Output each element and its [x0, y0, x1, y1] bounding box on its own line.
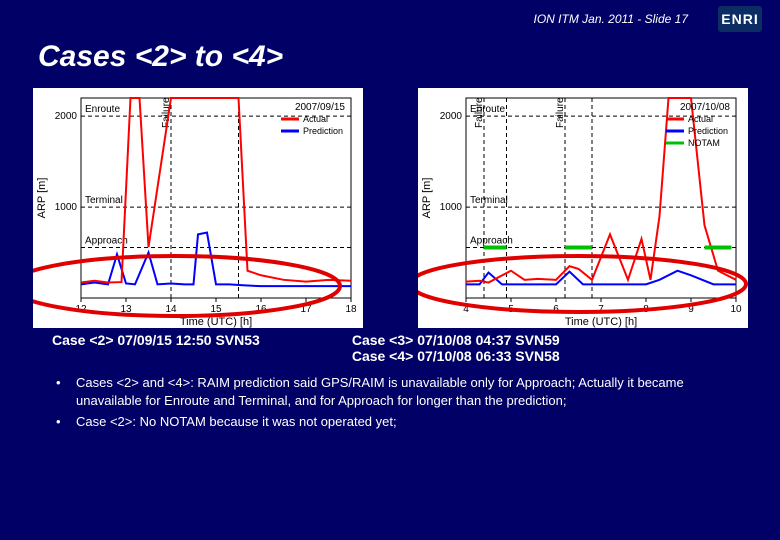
svg-text:Time (UTC) [h]: Time (UTC) [h]	[564, 316, 636, 328]
bullet-dot: •	[56, 413, 76, 431]
chart-left: 2000Enroute1000TerminalApproach121314151…	[33, 88, 363, 328]
svg-text:2007/09/15: 2007/09/15	[294, 102, 344, 113]
bullet-2: Case <2>: No NOTAM because it was not op…	[76, 413, 397, 431]
svg-text:ARP [m]: ARP [m]	[421, 178, 433, 219]
svg-text:2000: 2000	[54, 111, 77, 122]
svg-text:Enroute: Enroute	[85, 104, 120, 115]
charts-row: 2000Enroute1000TerminalApproach121314151…	[0, 88, 780, 328]
svg-text:Failure: Failure	[555, 97, 566, 128]
svg-text:14: 14	[165, 304, 177, 315]
captions: Case <2> 07/09/15 12:50 SVN53 Case <3> 0…	[0, 328, 780, 374]
svg-text:2007/10/08: 2007/10/08	[679, 102, 729, 113]
svg-text:NOTAM: NOTAM	[688, 138, 720, 148]
svg-text:1000: 1000	[439, 202, 462, 213]
chart-left-svg: 2000Enroute1000TerminalApproach121314151…	[33, 88, 363, 328]
svg-text:Failure: Failure	[474, 97, 485, 128]
svg-text:18: 18	[345, 304, 357, 315]
caption-case4: Case <4> 07/10/08 06:33 SVN58	[352, 348, 560, 364]
bullet-1: Cases <2> and <4>: RAIM prediction said …	[76, 374, 744, 409]
caption-case3: Case <3> 07/10/08 04:37 SVN59	[352, 332, 560, 348]
svg-text:2000: 2000	[439, 111, 462, 122]
bullet-dot: •	[56, 374, 76, 409]
header: ION ITM Jan. 2011 - Slide 17 ENRI	[0, 0, 780, 32]
svg-text:10: 10	[730, 304, 742, 315]
bullets: •Cases <2> and <4>: RAIM prediction said…	[0, 374, 780, 431]
chart-right: 2000Enroute1000TerminalApproach45678910T…	[418, 88, 748, 328]
svg-text:Actual: Actual	[303, 114, 328, 124]
chart-right-svg: 2000Enroute1000TerminalApproach45678910T…	[418, 88, 748, 328]
caption-right-group: Case <3> 07/10/08 04:37 SVN59 Case <4> 0…	[352, 332, 560, 364]
logo: ENRI	[718, 6, 762, 32]
svg-text:ARP [m]: ARP [m]	[36, 178, 48, 219]
svg-text:Terminal: Terminal	[85, 195, 123, 206]
svg-text:Approach: Approach	[85, 235, 128, 246]
slide-title: Cases <2> to <4>	[38, 40, 780, 74]
caption-case2: Case <2> 07/09/15 12:50 SVN53	[52, 332, 260, 364]
svg-text:Terminal: Terminal	[470, 195, 508, 206]
slide-meta: ION ITM Jan. 2011 - Slide 17	[533, 12, 688, 26]
svg-text:Prediction: Prediction	[303, 126, 343, 136]
svg-text:Prediction: Prediction	[688, 126, 728, 136]
svg-text:1000: 1000	[54, 202, 77, 213]
svg-text:Actual: Actual	[688, 114, 713, 124]
